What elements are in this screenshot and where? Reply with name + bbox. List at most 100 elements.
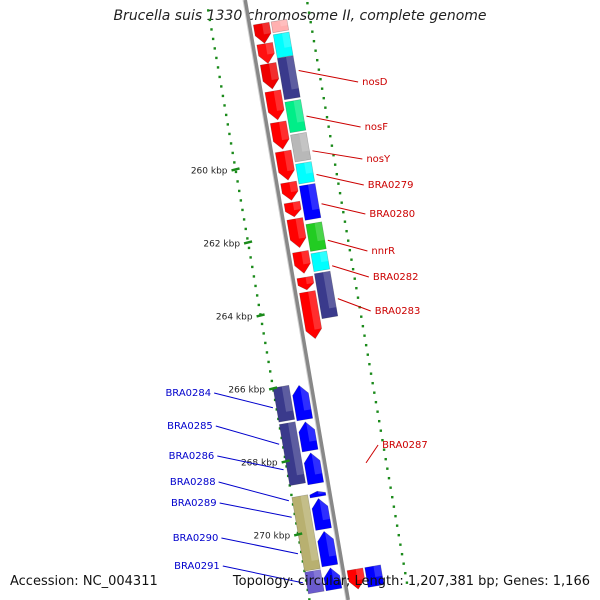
gene-tracks[interactable]	[252, 18, 385, 595]
gene-forward[interactable]	[286, 217, 308, 249]
gene-reverse[interactable]	[291, 384, 314, 422]
gene-reverse-inner-shape[interactable]	[291, 494, 321, 572]
gene-label[interactable]: nosF	[365, 122, 389, 133]
gene-forward-inner-shape[interactable]	[364, 564, 385, 588]
gene-forward[interactable]	[264, 89, 286, 121]
gene-label[interactable]: nosY	[366, 154, 391, 165]
gene-reverse-inner-shape[interactable]	[278, 421, 306, 486]
gene-forward-shape[interactable]	[346, 567, 366, 590]
gene-forward-inner[interactable]	[305, 221, 327, 252]
gene-label[interactable]: BRA0284	[165, 388, 211, 399]
gene-reverse[interactable]	[311, 497, 332, 531]
gene-forward-inner-shape[interactable]	[270, 18, 290, 34]
gene-forward[interactable]	[280, 180, 300, 202]
gene-label[interactable]: BRA0279	[368, 180, 414, 191]
gene-forward-inner-shape[interactable]	[295, 161, 316, 185]
gene-forward-inner[interactable]	[270, 18, 290, 34]
gene-forward-inner[interactable]	[310, 250, 331, 273]
gene-label[interactable]: BRA0288	[170, 477, 216, 488]
gene-forward-inner[interactable]	[295, 161, 316, 185]
gene-reverse[interactable]	[303, 451, 325, 486]
gene-reverse-inner[interactable]	[291, 494, 321, 572]
gene-label[interactable]: BRA0290	[173, 533, 219, 544]
gene-forward-inner-shape[interactable]	[284, 99, 307, 134]
gene-forward-inner[interactable]	[364, 564, 385, 588]
gene-reverse-inner[interactable]	[278, 421, 306, 486]
gene-reverse-shape[interactable]	[316, 530, 339, 568]
gene-forward[interactable]	[283, 200, 302, 218]
gene-forward[interactable]	[252, 21, 272, 44]
gene-forward[interactable]	[274, 149, 296, 181]
backbone-highlight	[242, 0, 347, 600]
gene-label[interactable]: BRA0280	[369, 209, 415, 220]
gene-reverse-shape[interactable]	[311, 497, 332, 531]
gene-forward[interactable]	[269, 120, 290, 151]
gene-forward-shape[interactable]	[274, 149, 296, 181]
gene-forward-shape[interactable]	[283, 200, 302, 218]
gene-label[interactable]: BRA0282	[373, 272, 419, 283]
label-leader	[365, 444, 379, 464]
gene-reverse-shape[interactable]	[303, 452, 325, 486]
gene-forward-shape[interactable]	[280, 180, 300, 202]
gene-forward-shape[interactable]	[292, 250, 312, 274]
gene-forward[interactable]	[256, 41, 276, 64]
gene-forward-shape[interactable]	[264, 89, 286, 121]
gene-forward-shape[interactable]	[252, 21, 272, 44]
gene-reverse-shape[interactable]	[297, 421, 319, 453]
gene-reverse[interactable]	[309, 489, 327, 499]
gc-dot	[317, 68, 321, 71]
gene-label[interactable]: BRA0289	[171, 498, 217, 509]
gene-forward-inner[interactable]	[284, 99, 307, 134]
gene-forward-shape[interactable]	[269, 120, 290, 151]
gene-forward-inner-shape[interactable]	[298, 183, 322, 221]
gene-label[interactable]: BRA0291	[174, 561, 220, 572]
gene-label[interactable]: BRA0283	[375, 306, 421, 317]
gene-forward-shape[interactable]	[256, 41, 276, 64]
gene-forward-inner[interactable]	[290, 132, 312, 163]
gene-forward-inner-shape[interactable]	[272, 31, 294, 59]
gene-forward-shape[interactable]	[259, 62, 280, 90]
gene-forward-inner[interactable]	[298, 183, 322, 221]
gene-label[interactable]: nnrR	[371, 246, 395, 257]
gene-reverse-shade	[319, 497, 331, 521]
gene-reverse-shape[interactable]	[309, 490, 327, 499]
gc-dot	[226, 123, 230, 126]
gene-reverse-inner-shape[interactable]	[304, 569, 325, 595]
gene-label[interactable]: BRA0285	[167, 421, 213, 432]
gene-reverse[interactable]	[297, 420, 319, 453]
gene-label[interactable]: BRA0287	[382, 440, 428, 451]
gene-forward[interactable]	[346, 567, 366, 590]
gene-forward[interactable]	[299, 290, 323, 340]
gene-reverse-shape[interactable]	[291, 384, 314, 422]
gene-reverse[interactable]	[322, 566, 343, 592]
gene-labels[interactable]: nosD nosF nosY BRA0279 BRA0280 nnrR BRA0282 BRA…	[165, 70, 428, 584]
gene-forward-inner[interactable]	[272, 31, 294, 59]
gene-forward-shape[interactable]	[296, 275, 315, 291]
gene-forward-inner[interactable]	[277, 55, 301, 101]
gc-dot	[301, 560, 305, 563]
gene-forward-inner-shape[interactable]	[305, 221, 327, 252]
gene-label[interactable]: nosD	[362, 77, 388, 88]
gene-reverse[interactable]	[316, 530, 339, 568]
label-leader	[222, 565, 304, 584]
gene-reverse-inner-shape[interactable]	[272, 384, 296, 423]
gene-label[interactable]: BRA0286	[169, 451, 215, 462]
gc-dot	[282, 446, 285, 449]
gene-forward[interactable]	[292, 250, 312, 274]
gene-reverse-shade	[311, 451, 323, 475]
gene-reverse-shape[interactable]	[322, 567, 343, 592]
gene-forward[interactable]	[259, 62, 280, 90]
gene-reverse-inner[interactable]	[272, 384, 296, 423]
gene-forward-inner-shape[interactable]	[290, 132, 312, 163]
gc-dot	[376, 410, 379, 413]
gene-forward-inner-shape[interactable]	[310, 250, 331, 273]
gene-reverse-inner[interactable]	[304, 569, 325, 595]
gene-forward-inner-shape[interactable]	[313, 270, 339, 320]
gc-dot	[395, 524, 399, 527]
gene-forward-inner-shape[interactable]	[277, 55, 301, 101]
gene-forward-shape[interactable]	[286, 217, 308, 249]
gene-forward-inner[interactable]	[313, 270, 339, 320]
gene-forward-shape[interactable]	[299, 290, 323, 340]
gene-forward[interactable]	[296, 275, 315, 291]
